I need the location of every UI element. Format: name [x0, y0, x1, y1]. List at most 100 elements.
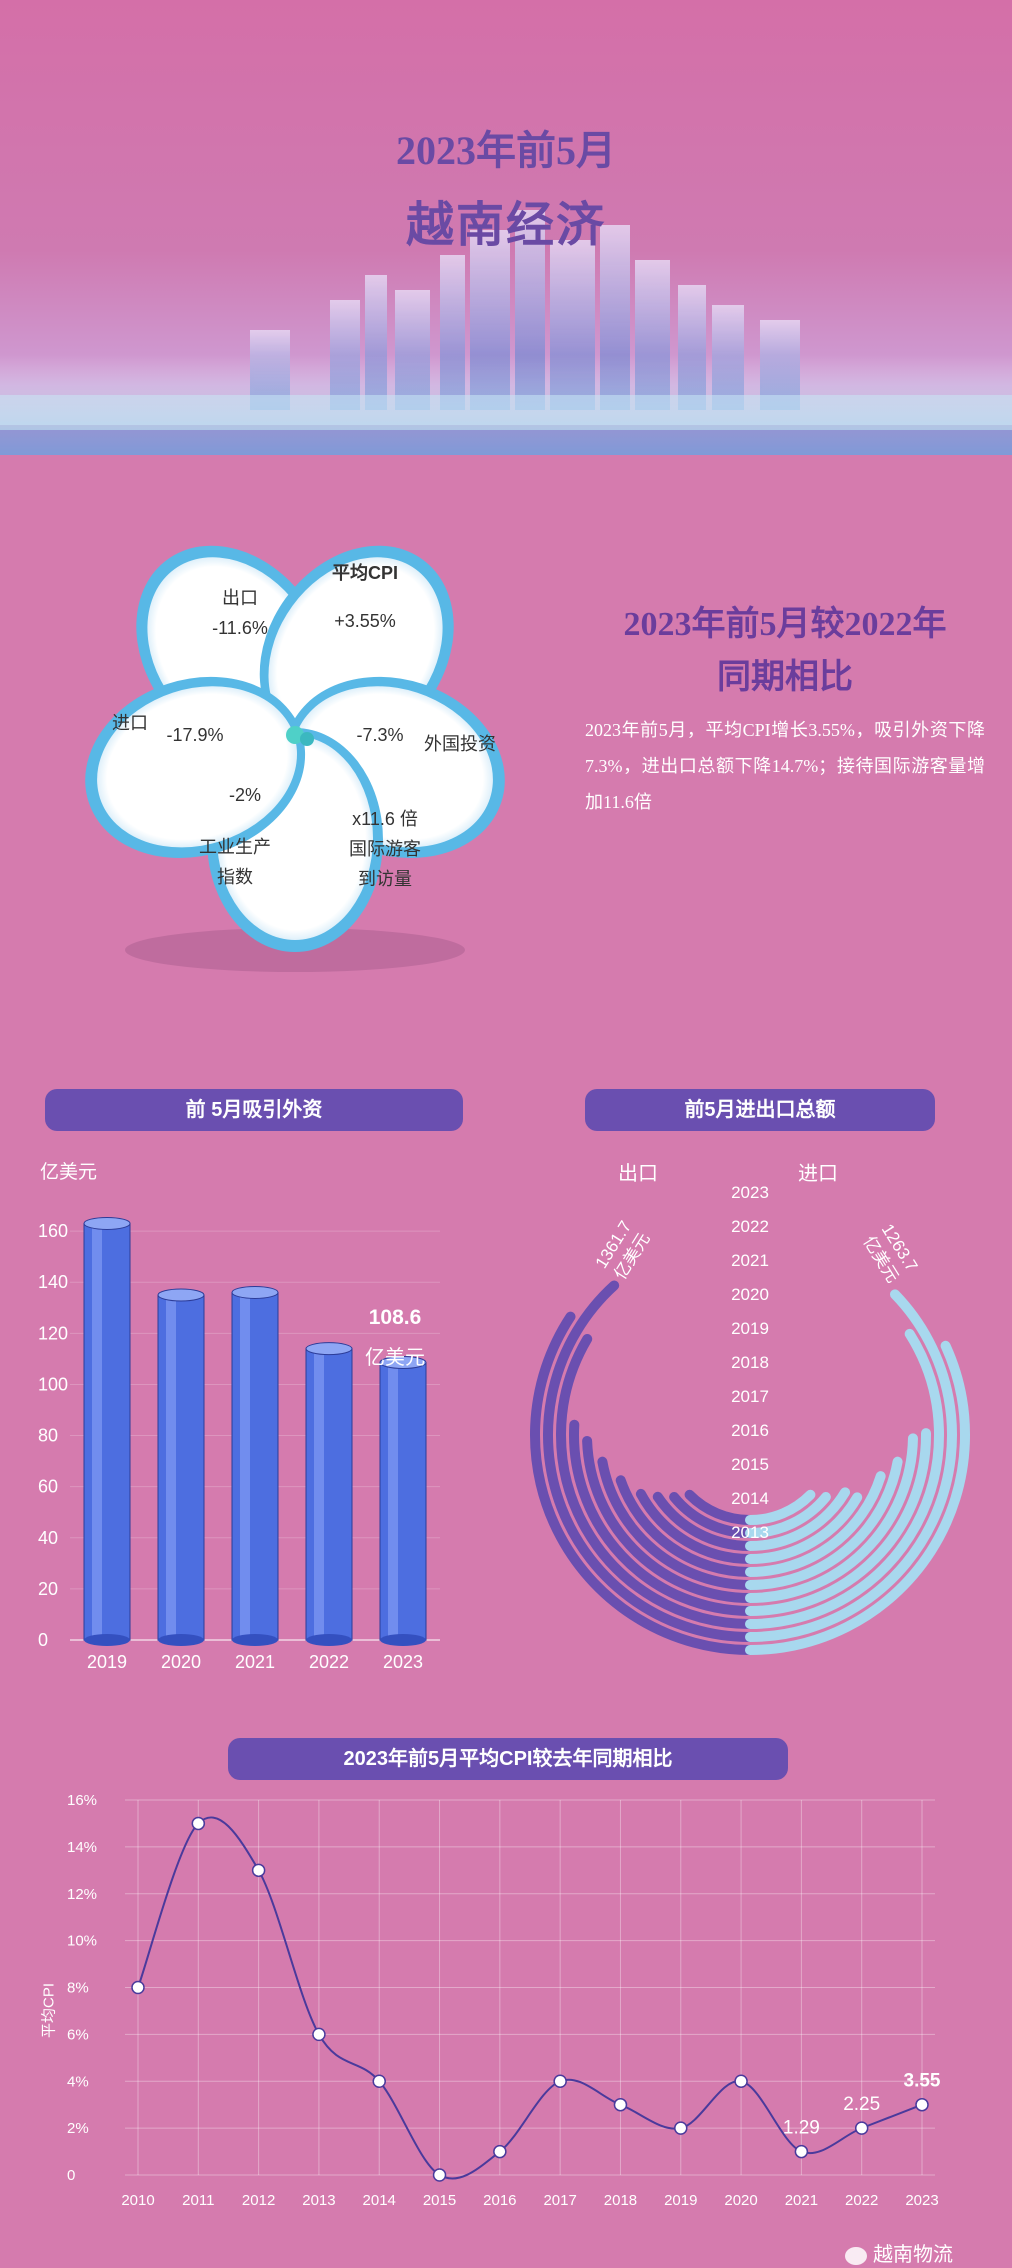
cpi-xtick-label: 2010: [121, 2192, 154, 2209]
trade-import-arc: [745, 1340, 970, 1655]
trade-chart-title: 前5月进出口总额: [585, 1089, 935, 1131]
fdi-ytick-label: 60: [38, 1477, 58, 1497]
cpi-ytick-label: 0: [67, 2167, 75, 2184]
cpi-line-chart: 0 2% 4% 6% 8% 10% 12% 14% 16% 2010 2011 2012 2013 201…: [67, 1792, 941, 2209]
fdi-bar-cap: [157, 1288, 205, 1302]
comparison-title-line2: 同期相比: [717, 659, 853, 696]
cpi-point: [493, 2144, 507, 2159]
fdi-xtick-label: 2023: [383, 1652, 423, 1672]
comparison-summary: 2023年前5月，平均CPI增长3.55%，吸引外资下降7.3%，进出口总额下降…: [585, 720, 985, 812]
trade-export-arc: [543, 1280, 755, 1642]
cpi-ytick-label: 8%: [67, 1980, 89, 1997]
cpi-ytick-label: 14%: [67, 1839, 97, 1856]
trade-export-arc: [684, 1489, 755, 1525]
fdi-ytick-label: 160: [38, 1221, 68, 1241]
cpi-data-label: 2.25: [843, 2094, 880, 2115]
trade-year-label: 2023: [731, 1183, 769, 1202]
flower-center: [286, 726, 304, 744]
petal-tourists: x11.6 倍 国际游客 到访量: [320, 804, 450, 894]
trade-export-arc: [530, 1311, 755, 1655]
petal-export: 出口 -11.6%: [185, 583, 295, 643]
trade-export-arc: [582, 1435, 755, 1603]
fdi-xtick-label: 2020: [161, 1652, 201, 1672]
fdi-ytick-label: 20: [38, 1579, 58, 1599]
fdi-xtick-label: 2022: [309, 1652, 349, 1672]
wechat-icon: [845, 2246, 867, 2265]
fdi-bar-chart: 0 20 40 60 80 100 120 140 160 2019 2020 2021 2022 202…: [38, 1216, 440, 1672]
cpi-xtick-label: 2021: [785, 2192, 818, 2209]
trade-year-label: 2019: [731, 1319, 769, 1338]
cpi-point: [432, 2168, 447, 2182]
cpi-point: [191, 1816, 206, 1831]
fdi-bar: [83, 1222, 131, 1641]
trade-import-arc: [745, 1428, 931, 1616]
fdi-bar: [305, 1348, 353, 1641]
petal-tourists-name-line1: 国际游客: [349, 839, 421, 859]
fdi-ytick-label: 40: [38, 1528, 58, 1548]
trade-export-arc: [635, 1488, 755, 1564]
fdi-bar-highlight: [166, 1295, 176, 1640]
trade-export-label: 出口: [618, 1163, 658, 1185]
cpi-point: [312, 2027, 326, 2042]
cpi-point: [553, 2074, 567, 2088]
petal-cpi-value: +3.55%: [334, 611, 396, 631]
cpi-xtick-label: 2011: [182, 2192, 214, 2209]
cpi-chart-title: 2023年前5月平均CPI较去年同期相比: [228, 1738, 788, 1780]
fdi-bar-highlight: [314, 1348, 324, 1640]
cpi-point: [613, 2097, 628, 2112]
fdi-bar-base: [84, 1634, 130, 1646]
petal-cpi: 平均CPI +3.55%: [310, 558, 420, 636]
cpi-point: [372, 2074, 386, 2088]
cpi-point: [674, 2121, 688, 2135]
fdi-bar-highlight: [240, 1292, 250, 1640]
cpi-point: [734, 2074, 748, 2088]
fdi-highlight-unit: 亿美元: [365, 1347, 425, 1369]
petal-fdi-value: -7.3%: [356, 725, 404, 745]
trade-import-label: 进口: [798, 1163, 838, 1185]
cpi-ytick-label: 16%: [67, 1792, 97, 1809]
trade-export-arc: [597, 1456, 755, 1590]
fdi-ytick-label: 80: [38, 1426, 58, 1446]
trade-import-arc: [745, 1487, 851, 1551]
cpi-point: [131, 1980, 145, 1995]
fdi-bar: [231, 1291, 279, 1641]
cpi-xtick-label: 2018: [604, 2192, 637, 2209]
trade-year-label: 2013: [731, 1523, 769, 1542]
petal-export-value: -11.6%: [212, 618, 268, 638]
fdi-bar-base: [306, 1634, 352, 1646]
fdi-ytick-label: 140: [38, 1272, 68, 1292]
trade-export-arc: [569, 1419, 755, 1616]
trade-year-label: 2014: [731, 1489, 769, 1508]
fdi-bar-base: [380, 1634, 426, 1646]
cpi-ytick-label: 4%: [67, 2073, 89, 2090]
trade-import-arc: [745, 1433, 918, 1603]
flower-petal-face: [97, 686, 297, 848]
cpi-point: [794, 2144, 809, 2159]
petal-import-name: 进口: [112, 713, 148, 733]
fdi-bar-highlight: [92, 1223, 102, 1640]
watermark-text: 越南物流: [873, 2244, 953, 2266]
trade-export-arc: [615, 1475, 755, 1577]
fdi-xtick-label: 2019: [87, 1652, 127, 1672]
fdi-bar: [157, 1294, 205, 1641]
fdi-bar-highlight: [388, 1362, 398, 1640]
trade-import-arc: [745, 1289, 957, 1642]
petal-industry-name-line2: 指数: [217, 867, 253, 887]
trade-export-arc: [669, 1492, 755, 1538]
trade-import-arc: [745, 1471, 886, 1577]
cpi-ytick-label: 10%: [67, 1933, 97, 1950]
cpi-data-label: 1.29: [783, 2118, 820, 2139]
fdi-ytick-label: 120: [38, 1323, 68, 1343]
fdi-xtick-label: 2021: [235, 1652, 275, 1672]
flower-infographic: [85, 545, 505, 972]
trade-import-arc: [745, 1492, 831, 1538]
cpi-ytick-label: 6%: [67, 2026, 89, 2043]
fdi-bar-base: [158, 1634, 204, 1646]
cpi-xtick-label: 2023: [905, 2192, 938, 2209]
trade-year-label: 2018: [731, 1353, 769, 1372]
trade-year-label: 2017: [731, 1387, 769, 1406]
trade-import-arc: [745, 1489, 816, 1525]
cpi-point: [854, 2121, 869, 2135]
petal-import-value: -17.9%: [166, 725, 224, 745]
flower-petal: [85, 676, 306, 859]
